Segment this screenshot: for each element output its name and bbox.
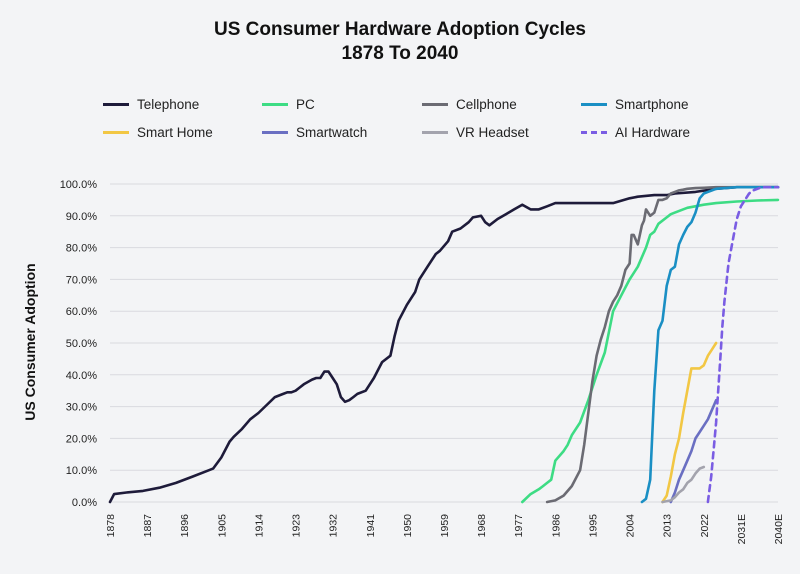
legend-item-telephone: Telephone — [103, 95, 199, 113]
x-tick-label: 1905 — [216, 514, 228, 538]
legend-swatch — [103, 130, 129, 134]
series-line-pc — [521, 198, 780, 504]
series-line-smartphone — [640, 185, 780, 504]
series-line-ai-hardware — [706, 185, 780, 504]
x-tick-label: 1896 — [179, 514, 191, 538]
y-tick-label: 50.0% — [66, 338, 97, 350]
x-tick-label: 1878 — [105, 514, 117, 538]
legend-swatch — [422, 102, 448, 106]
x-tick-label: 2004 — [625, 514, 637, 538]
legend-item-cellphone: Cellphone — [422, 95, 517, 113]
legend-label: Telephone — [137, 96, 200, 112]
series-line-telephone — [108, 185, 780, 504]
y-tick-label: 20.0% — [66, 433, 97, 445]
y-tick-label: 0.0% — [72, 497, 97, 509]
x-tick-label: 1932 — [328, 514, 340, 538]
x-tick-label: 1968 — [476, 514, 488, 538]
legend-label: Smartwatch — [296, 124, 368, 140]
chart-title: US Consumer Hardware Adoption Cycles — [214, 19, 586, 40]
legend-swatch — [422, 130, 448, 134]
x-tick-label: 1941 — [365, 514, 377, 538]
y-tick-label: 80.0% — [66, 243, 97, 255]
x-tick-label: 2022 — [699, 514, 711, 538]
legend-swatch — [262, 102, 288, 106]
legend-label: Smartphone — [615, 96, 689, 112]
legend-item-smartwatch: Smartwatch — [262, 123, 367, 141]
y-tick-label: 60.0% — [66, 306, 97, 318]
legend-label: Cellphone — [456, 96, 517, 112]
legend-swatch — [262, 130, 288, 134]
legend-label: VR Headset — [456, 124, 529, 140]
x-tick-label: 2040E — [773, 514, 785, 544]
series-line-cellphone — [545, 185, 780, 504]
series-line-smart-home — [661, 341, 718, 504]
series-line-smartwatch — [669, 398, 718, 504]
legend-label: PC — [296, 96, 315, 112]
y-tick-label: 10.0% — [66, 465, 97, 477]
x-tick-label: 2031E — [736, 514, 748, 544]
x-tick-label: 1914 — [253, 514, 265, 538]
x-tick-label: 1950 — [402, 514, 414, 538]
x-tick-label: 1977 — [513, 514, 525, 538]
legend-item-ai-hardware: AI Hardware — [581, 123, 690, 141]
legend-swatch — [103, 102, 129, 106]
legend-item-smartphone: Smartphone — [581, 95, 689, 113]
legend-label: AI Hardware — [615, 124, 691, 140]
legend-label: Smart Home — [137, 124, 213, 140]
chart-subtitle: 1878 To 2040 — [341, 43, 459, 64]
legend-swatch — [581, 102, 607, 106]
y-tick-label: 90.0% — [66, 211, 97, 223]
legend-item-smart-home: Smart Home — [103, 123, 213, 141]
y-tick-label: 70.0% — [66, 274, 97, 286]
x-tick-label: 1959 — [439, 514, 451, 538]
legend-item-vr-headset: VR Headset — [422, 123, 529, 141]
x-tick-label: 1923 — [291, 514, 303, 538]
y-tick-label: 30.0% — [66, 402, 97, 414]
x-tick-label: 1887 — [142, 514, 154, 538]
legend-item-pc: PC — [262, 95, 315, 113]
x-tick-label: 1995 — [587, 514, 599, 538]
x-tick-label: 2013 — [662, 514, 674, 538]
x-tick-label: 1986 — [550, 514, 562, 538]
y-tick-label: 100.0% — [60, 179, 98, 191]
y-tick-label: 40.0% — [66, 370, 97, 382]
series-line-vr-headset — [661, 465, 706, 504]
legend-swatch — [581, 130, 607, 134]
